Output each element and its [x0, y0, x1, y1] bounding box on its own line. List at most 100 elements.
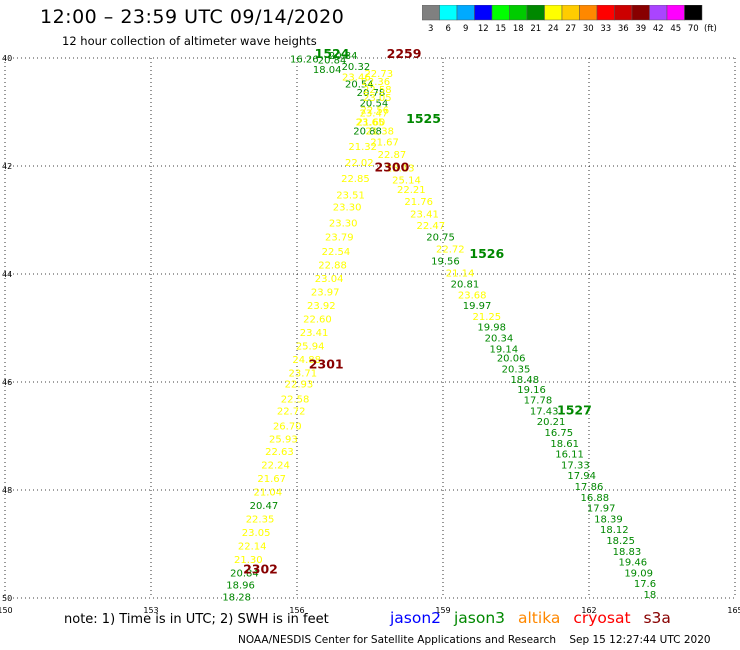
lat-lon-grid: [4, 57, 736, 599]
wave-height-reading: 22.24: [261, 460, 290, 471]
wave-height-reading: 21.25: [472, 312, 501, 323]
wave-height-reading: 21.67: [370, 137, 399, 148]
wave-height-reading: 22.14: [238, 541, 267, 552]
wave-height-reading: 23.79: [325, 233, 354, 244]
wave-height-reading: 25.93: [269, 434, 298, 445]
lon-tick-156: 156: [289, 606, 304, 615]
lon-tick-162: 162: [581, 606, 596, 615]
wave-height-reading: 21.32: [348, 142, 377, 153]
lat-tick-44: 44: [2, 270, 12, 279]
legend-label-18: 18: [513, 24, 524, 34]
wave-height-reading: 19.46: [618, 558, 647, 569]
legend-label-12: 12: [478, 24, 489, 34]
wave-height-reading: 20.35: [502, 364, 531, 375]
wave-height-reading: 20.47: [250, 501, 279, 512]
wave-height-reading: 23.46: [342, 73, 371, 84]
wave-height-reading: 22.85: [341, 174, 370, 185]
wave-height-reading: 20.81: [451, 280, 480, 291]
wave-height-reading: 19.14: [490, 344, 519, 355]
lon-tick-153: 153: [143, 606, 158, 615]
track-C: 2259 2300: [375, 46, 422, 174]
wave-height-reading: 25.13: [386, 163, 415, 174]
wave-height-reading: 20.88: [353, 127, 382, 138]
legend-label-21: 21: [530, 24, 541, 34]
wave-height-reading: 23.41: [300, 328, 329, 339]
wave-height-reading: 22.88: [318, 261, 347, 272]
wave-height-reading: 23.30: [333, 202, 362, 213]
pass-time-label: 2259: [387, 46, 422, 61]
wave-height-reading: 17.6: [634, 579, 656, 590]
units-note: note: 1) Time is in UTC; 2) SWH is in fe…: [64, 612, 329, 627]
satellite-s3a-label: s3a: [643, 609, 671, 627]
wave-height-reading: 20.06: [497, 353, 526, 364]
wave-height-reading: 21.76: [404, 197, 433, 208]
legend-label-3: 3: [428, 24, 433, 34]
wave-height-reading: 20.54: [360, 99, 389, 110]
wave-height-reading: 20.32: [342, 62, 371, 73]
wave-height-reading: 17.94: [567, 471, 596, 482]
wave-height-reading: 17.97: [587, 504, 616, 515]
wave-height-reading: 23.41: [410, 209, 439, 220]
wave-height-reading: 17.43: [530, 406, 559, 417]
wave-height-color-legend: 3 6 9 12 15 18 21 24 27 30 33 36 39 42 45 70 (ft): [422, 5, 717, 34]
wave-height-reading: 23.65: [356, 118, 385, 129]
wave-height-reading: 18.48: [510, 375, 539, 386]
axis-tick-labels: 150 153 156 159 162 165 40 42 44 46 48 50: [0, 54, 740, 615]
wave-height-reading: 22.60: [303, 315, 332, 326]
wave-height-reading: 18.61: [550, 439, 579, 450]
satellite-cryosat-label: cryosat: [573, 609, 631, 627]
wave-height-reading: 22.72: [277, 406, 306, 417]
wave-height-reading: 21.14: [446, 269, 475, 280]
wave-height-reading: 22.56: [361, 106, 390, 117]
wave-height-reading: 18.39: [594, 514, 623, 525]
legend-label-24: 24: [548, 24, 559, 34]
legend-label-45: 45: [670, 24, 681, 34]
lat-tick-46: 46: [2, 378, 12, 387]
pass-time-label: 1524: [315, 46, 350, 61]
wave-height-reading: 16.75: [545, 428, 574, 439]
wave-height-reading: 18.04: [313, 65, 342, 76]
wave-height-reading: 22.47: [417, 221, 446, 232]
wave-height-reading: 18.28: [222, 593, 251, 604]
wave-height-reading: 16.26: [290, 54, 319, 65]
lon-tick-159: 159: [435, 606, 450, 615]
legend-unit-label: (ft): [704, 24, 717, 34]
wave-height-reading: 17.33: [561, 460, 590, 471]
wave-height-reading: 21.30: [234, 555, 263, 566]
wave-height-reading: 20.75: [426, 233, 455, 244]
wave-height-reading: 22.54: [322, 247, 351, 258]
wave-height-reading: 20.84: [230, 568, 259, 579]
pass-time-label: 2302: [243, 562, 278, 577]
wave-height-reading: 23.47: [360, 108, 389, 119]
generated-timestamp: Sep 15 12:27:44 UTC 2020: [569, 634, 711, 646]
satellite-key: jason2 jason3 altika cryosat s3a: [390, 609, 679, 627]
wave-height-reading: 22.58: [363, 85, 392, 96]
wave-height-reading: 20.54: [345, 80, 374, 91]
wave-height-reading: 22.02: [345, 158, 374, 169]
wave-height-reading: 22.36: [362, 77, 391, 88]
lon-tick-150: 150: [0, 606, 13, 615]
wave-height-reading: 19.09: [624, 568, 653, 579]
lat-tick-42: 42: [2, 162, 12, 171]
wave-height-reading: 19.16: [517, 385, 546, 396]
wave-height-reading: 22.63: [265, 447, 294, 458]
legend-swatch-70: [684, 5, 703, 21]
pass-time-label: 1525: [406, 111, 441, 126]
wave-height-reading: 23.04: [315, 274, 344, 285]
wave-height-reading: 23.71: [289, 369, 318, 380]
legend-label-15: 15: [495, 24, 506, 34]
wave-height-reading: 19.97: [463, 301, 492, 312]
pass-time-label: 2301: [309, 357, 344, 372]
pass-time-label: 1526: [469, 246, 504, 261]
satellite-jason3-label: jason3: [454, 609, 506, 627]
legend-label-30: 30: [583, 24, 594, 34]
wave-height-reading: 23.97: [311, 288, 340, 299]
legend-label-33: 33: [600, 24, 611, 34]
credit-footer: NOAA/NESDIS Center for Satellite Applica…: [238, 634, 711, 646]
wave-height-reading: 23.05: [363, 93, 392, 104]
wave-height-reading: 23.68: [458, 290, 487, 301]
credit-text: NOAA/NESDIS Center for Satellite Applica…: [238, 634, 556, 646]
wave-height-reading: 22.87: [378, 150, 407, 161]
